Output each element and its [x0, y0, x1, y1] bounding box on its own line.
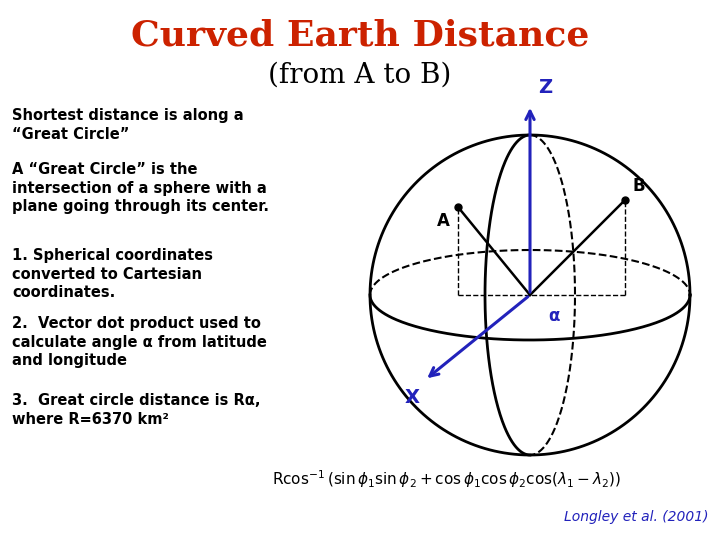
Text: A “Great Circle” is the
intersection of a sphere with a
plane going through its : A “Great Circle” is the intersection of …: [12, 162, 269, 214]
Text: Z: Z: [538, 78, 552, 97]
Text: X: X: [405, 388, 420, 407]
Text: Curved Earth Distance: Curved Earth Distance: [131, 18, 589, 52]
Text: 1. Spherical coordinates
converted to Cartesian
coordinates.: 1. Spherical coordinates converted to Ca…: [12, 248, 213, 300]
Text: B: B: [633, 177, 646, 195]
Text: 3.  Great circle distance is Rα,
where R=6370 km²: 3. Great circle distance is Rα, where R=…: [12, 393, 261, 427]
Text: A: A: [437, 212, 450, 230]
Text: (from A to B): (from A to B): [269, 62, 451, 89]
Text: α: α: [548, 307, 559, 325]
Text: Longley et al. (2001): Longley et al. (2001): [564, 510, 708, 524]
Text: 2.  Vector dot product used to
calculate angle α from latitude
and longitude: 2. Vector dot product used to calculate …: [12, 316, 267, 368]
Text: $\mathrm{R}\cos^{-1}(\sin\phi_1\sin\phi_2+\cos\phi_1\cos\phi_2\cos(\lambda_1-\la: $\mathrm{R}\cos^{-1}(\sin\phi_1\sin\phi_…: [271, 468, 621, 490]
Text: Shortest distance is along a
“Great Circle”: Shortest distance is along a “Great Circ…: [12, 108, 243, 141]
